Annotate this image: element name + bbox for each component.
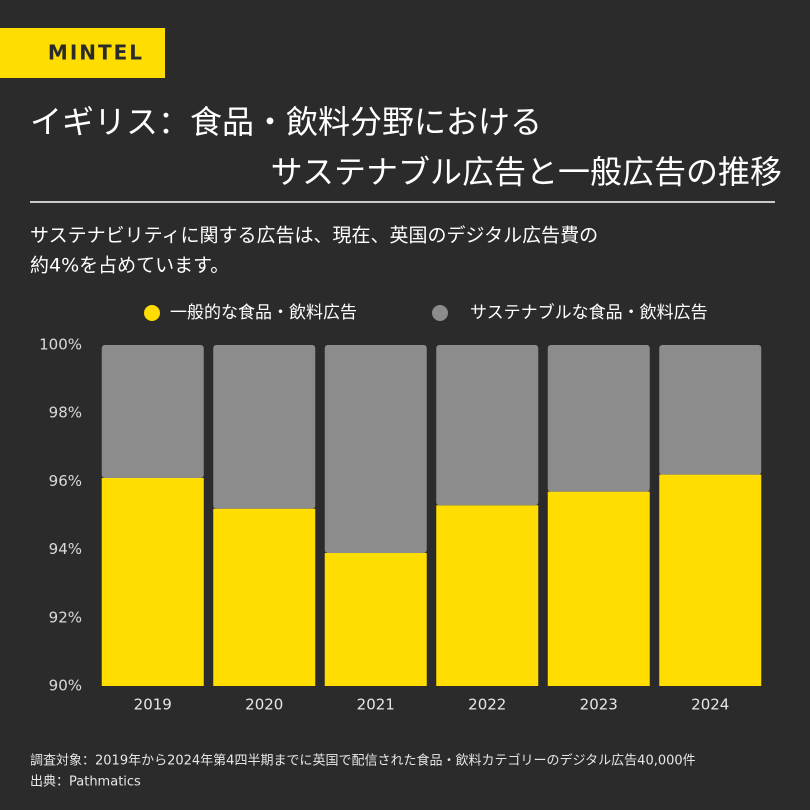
bar-segment	[101, 345, 204, 478]
bar-segment	[101, 477, 204, 686]
y-tick-label: 90%	[49, 677, 82, 695]
legend-swatch	[432, 305, 448, 321]
bar-segment	[547, 491, 650, 686]
y-tick-label: 92%	[49, 608, 82, 626]
bar-segment	[324, 345, 427, 554]
footnote: 調査対象：2019年から2024年第4四半期までに英国で配信された食品・飲料カテ…	[30, 753, 696, 769]
chart-title: イギリス：食品・飲料分野における	[30, 103, 542, 141]
bar-segment	[659, 474, 762, 686]
subtitle: 約4%を占めています。	[30, 255, 229, 277]
bar-segment	[659, 345, 762, 475]
x-tick-label: 2024	[691, 696, 729, 714]
legend-label: サステナブルな食品・飲料広告	[470, 302, 708, 323]
x-tick-label: 2022	[468, 696, 506, 714]
legend-swatch	[144, 305, 160, 321]
x-tick-label: 2019	[134, 696, 172, 714]
bar-segment	[324, 553, 427, 686]
y-tick-label: 100%	[39, 336, 82, 354]
x-tick-label: 2021	[357, 696, 395, 714]
legend-label: 一般的な食品・飲料広告	[170, 303, 357, 323]
y-tick-label: 98%	[49, 404, 82, 422]
bar-segment	[436, 345, 539, 506]
bar-segment	[436, 505, 539, 686]
x-tick-label: 2023	[580, 696, 618, 714]
logo: MINTEL	[48, 41, 144, 65]
bar-segment	[213, 345, 316, 509]
y-tick-label: 94%	[49, 540, 82, 558]
bar-segment	[213, 508, 316, 686]
y-tick-label: 96%	[49, 472, 82, 490]
chart-title: サステナブル広告と一般広告の推移	[271, 153, 782, 191]
logo-box	[0, 28, 165, 78]
subtitle: サステナビリティに関する広告は、現在、英国のデジタル広告費の	[30, 225, 598, 247]
footnote: 出典：Pathmatics	[30, 775, 141, 790]
bar-segment	[547, 345, 650, 492]
x-tick-label: 2020	[245, 696, 283, 714]
